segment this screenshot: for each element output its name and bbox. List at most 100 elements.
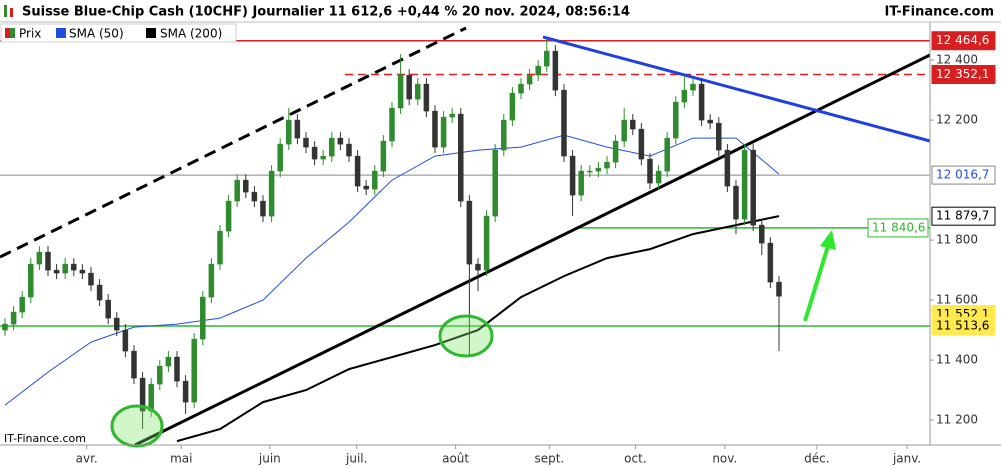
candle-body [561,89,567,157]
candle-body [389,107,395,142]
level-label: 11 879,7 [936,209,989,223]
header-icon [4,5,7,17]
candle-body [655,170,662,184]
candle-body [79,269,86,274]
candle-body [372,170,378,190]
candle-body [501,119,507,151]
x-tick-label: janv. [892,452,921,466]
candle-body [647,158,653,184]
level-label: 12 464,6 [936,33,989,47]
candle-body [217,230,223,265]
level-label: 11 513,6 [936,319,989,333]
candle-body [664,137,670,172]
level-label: 11 840,6 [872,220,925,234]
candle-body [630,119,636,130]
candle-body [578,170,584,196]
candle-body [621,119,627,142]
legend-label: SMA (50) [69,27,124,41]
candle-body [225,200,232,232]
candle-body [105,299,111,319]
candle-body [595,167,602,172]
candle-body [423,83,430,112]
candle-body [707,119,713,124]
highlight-ellipse [438,314,494,358]
x-tick-label: juin [258,452,281,466]
candle-body [363,185,369,190]
legend-label: SMA (200) [160,27,222,41]
candle-body [28,263,34,298]
candle-body [698,83,705,121]
candle-body [45,251,51,271]
level-box [931,31,996,51]
level-box [931,316,996,336]
candle-body [406,74,412,100]
level-box [867,218,929,238]
source: IT-Finance.com [885,5,994,20]
arrow-head [820,230,836,250]
level-box [931,206,996,226]
x-tick-label: déc. [804,452,829,466]
level-box [931,64,996,84]
candle-body [96,284,103,301]
candle-body [552,50,559,91]
y-tick-label: 12 200 [936,113,978,127]
x-tick-label: juil. [345,452,367,466]
candle-body [174,356,180,382]
candle-body [604,161,610,169]
candle-body [612,140,619,163]
candle-body [466,200,473,265]
candle-body [243,179,249,193]
y-tick-label: 11 400 [936,353,978,367]
candle-body [139,377,146,412]
candle-body [492,149,498,217]
candle-body [131,350,137,379]
legend-swatch [146,28,156,38]
candle-body [277,143,283,172]
candle-body [526,74,533,85]
candle-body [432,110,438,148]
x-tick-label: sept. [534,452,564,466]
candle-body [88,272,94,286]
legend-swatch [56,28,66,38]
candle-body [475,263,481,271]
level-label: 12 016,7 [936,168,989,182]
y-tick-label: 12 400 [936,53,978,67]
candle-body [509,92,516,121]
support-line [134,53,931,447]
x-tick-label: nov. [712,452,737,466]
candle-body [776,281,782,297]
candle-body [440,116,447,148]
legend-label: Prix [19,27,41,41]
candle-body [483,215,490,271]
candle-body [294,119,301,139]
candle-body [36,251,43,265]
candle-body [569,155,576,196]
x-tick-label: oct. [624,452,646,466]
candle-body [535,65,541,76]
candle-body [337,137,344,145]
resistance-line [542,35,931,143]
candle-body [750,149,756,226]
highlight-ellipse [110,404,164,448]
candle-body [191,338,197,403]
channel-line [0,26,467,259]
level-box [931,165,996,185]
candle-body [19,296,25,313]
candle-body [741,149,748,220]
candle-body [587,170,593,173]
candle-body [724,149,731,187]
candle-body [415,83,421,100]
candle-body [311,146,318,160]
candle-body [122,329,129,352]
candle-body [200,296,206,340]
x-tick-label: août [442,452,469,466]
candle-body [767,242,774,283]
candle-body [286,119,292,145]
candle-body [71,263,77,271]
header-icon [10,8,13,17]
y-tick-label: 11 800 [936,233,978,247]
candle-body [518,83,524,94]
